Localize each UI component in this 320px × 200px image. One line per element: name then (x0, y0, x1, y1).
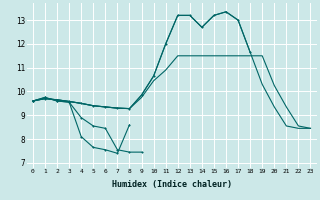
X-axis label: Humidex (Indice chaleur): Humidex (Indice chaleur) (112, 180, 232, 189)
